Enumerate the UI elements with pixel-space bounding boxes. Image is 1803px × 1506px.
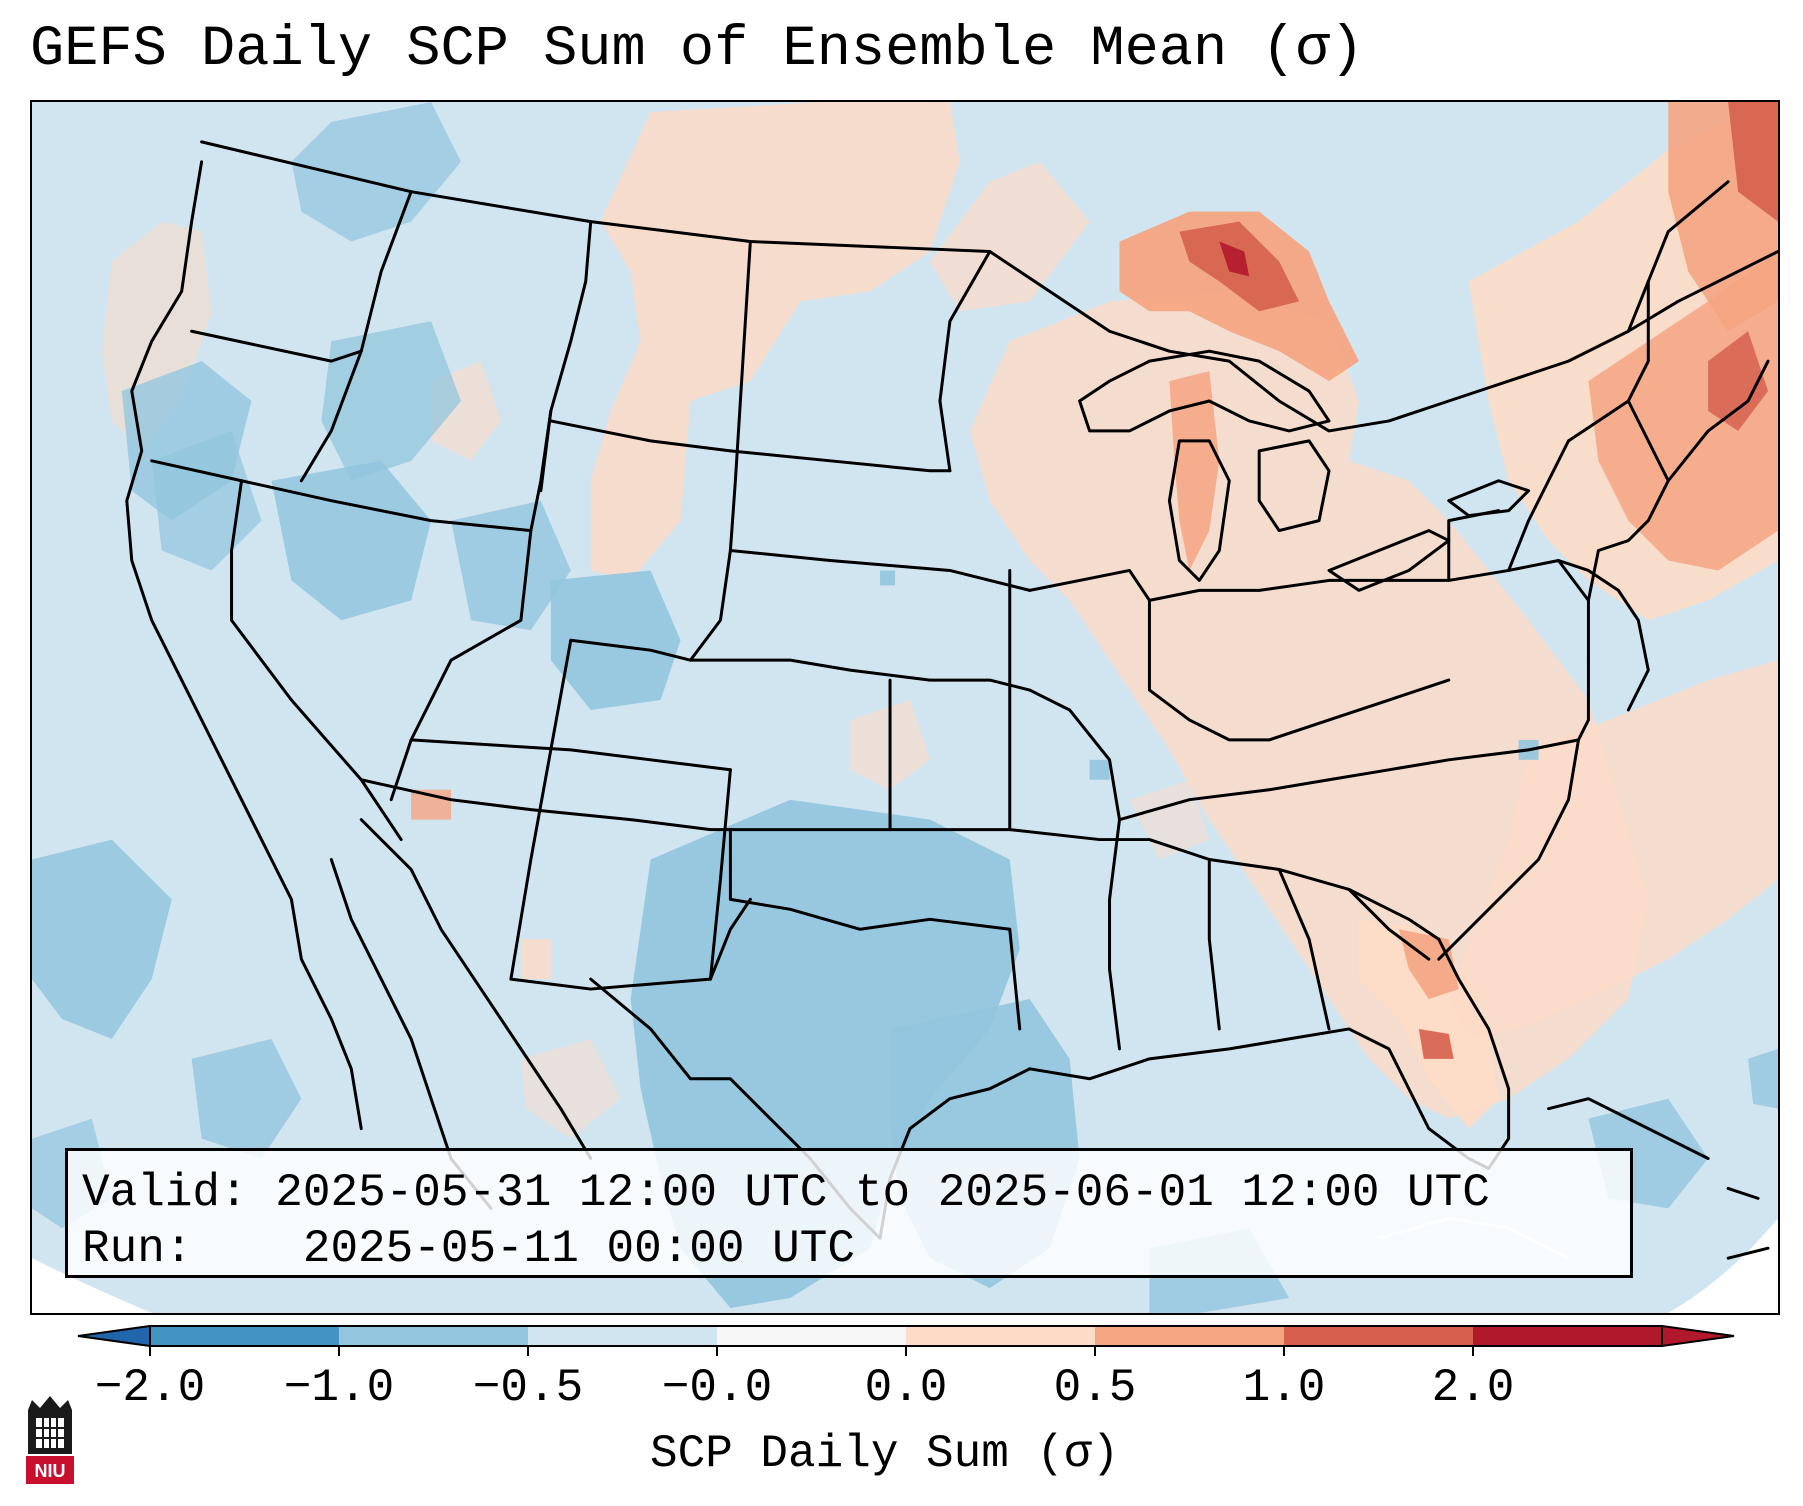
- colorbar-segment: [1473, 1326, 1662, 1346]
- projection-corner-left: [32, 1258, 152, 1313]
- colorbar-tick-label: −0.5: [472, 1362, 584, 1414]
- colorbar-extend-high: [1661, 1324, 1735, 1348]
- niu-logo: NIU: [26, 1396, 74, 1484]
- colorbar-tick-label: 0.0: [864, 1362, 948, 1414]
- colorbar-segment: [1095, 1326, 1284, 1346]
- colorbar-segment: [1284, 1326, 1473, 1346]
- valid-run-info-box: Valid: 2025-05-31 12:00 UTC to 2025-06-0…: [65, 1148, 1633, 1278]
- colorbar: [77, 1324, 1735, 1356]
- valid-label: Valid:: [82, 1167, 248, 1219]
- colorbar-segments: [77, 1324, 1735, 1348]
- colorbar-segment: [717, 1326, 906, 1346]
- colorbar-segment: [906, 1326, 1095, 1346]
- colorbar-tick-label: −0.0: [661, 1362, 773, 1414]
- state-borders: [125, 140, 1778, 1260]
- run-label: Run:: [82, 1223, 193, 1275]
- run-time: 2025-05-11 00:00 UTC: [302, 1223, 855, 1275]
- niu-logo-text: NIU: [35, 1461, 66, 1481]
- projection-corner-right: [1668, 1218, 1778, 1313]
- colorbar-segment: [528, 1326, 717, 1346]
- colorbar-ticks: [149, 1346, 1474, 1356]
- map-panel: [30, 100, 1780, 1315]
- colorbar-extend-low: [77, 1324, 151, 1348]
- chart-title: GEFS Daily SCP Sum of Ensemble Mean (σ): [30, 18, 1365, 82]
- colorbar-label: SCP Daily Sum (σ): [650, 1428, 1120, 1480]
- map-canvas: [32, 102, 1778, 1313]
- colorbar-segment: [150, 1326, 339, 1346]
- colorbar-tick-label: −2.0: [94, 1362, 206, 1414]
- colorbar-segment: [339, 1326, 528, 1346]
- colorbar-tick-label: 0.5: [1053, 1362, 1137, 1414]
- colorbar-tick-label: 2.0: [1431, 1362, 1515, 1414]
- colorbar-tick-label: −1.0: [283, 1362, 395, 1414]
- valid-time-range: 2025-05-31 12:00 UTC to 2025-06-01 12:00…: [275, 1167, 1490, 1219]
- colorbar-tick-label: 1.0: [1242, 1362, 1326, 1414]
